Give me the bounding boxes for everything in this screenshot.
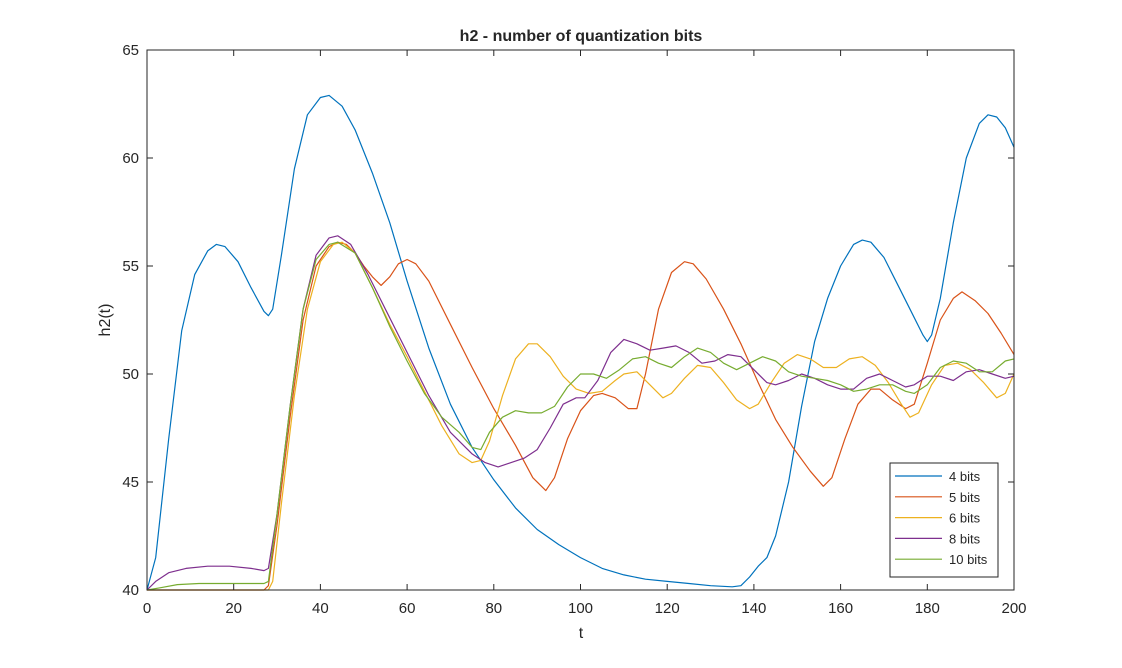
x-tick-label: 80 [485,600,502,617]
x-tick-label: 100 [568,600,593,617]
legend-label: 4 bits [949,469,981,484]
x-tick-label: 60 [399,600,416,617]
series-line-6-bits [147,241,1015,591]
x-tick-label: 120 [655,600,680,617]
series-line-10-bits [146,241,1015,591]
x-tick-label: 160 [828,600,853,617]
axes-layer: 0 20 40 60 80 100 120 140 160 180 200 40 45 50 55 60 65 [122,42,1026,617]
y-axis-label: h2(t) [97,304,114,337]
y-tick-label: 40 [122,582,139,599]
series-line-8-bits [146,235,1015,591]
axes-box [146,49,1015,591]
y-tick-label: 65 [122,42,139,59]
x-tick-label: 180 [915,600,940,617]
series-layer [146,94,1015,591]
x-tick-label: 20 [225,600,242,617]
legend-label: 5 bits [949,490,981,505]
series-line-4-bits [146,94,1015,591]
chart-title: h2 - number of quantization bits [460,28,703,45]
y-tick-label: 60 [122,150,139,167]
x-tick-label: 200 [1001,600,1026,617]
y-tick-label: 50 [122,366,139,383]
legend-label: 10 bits [949,552,988,567]
legend-box [889,462,999,578]
legend: 4 bits 5 bits 6 bits 8 bits 10 bits [889,462,999,578]
legend-label: 8 bits [949,531,981,546]
legend-label: 6 bits [949,511,981,526]
x-tick-label: 0 [143,600,151,617]
x-axis-label: t [579,625,584,642]
x-tick-label: 40 [312,600,329,617]
y-tick-label: 55 [122,258,139,275]
y-tick-label: 45 [122,474,139,491]
x-tick-label: 140 [741,600,766,617]
